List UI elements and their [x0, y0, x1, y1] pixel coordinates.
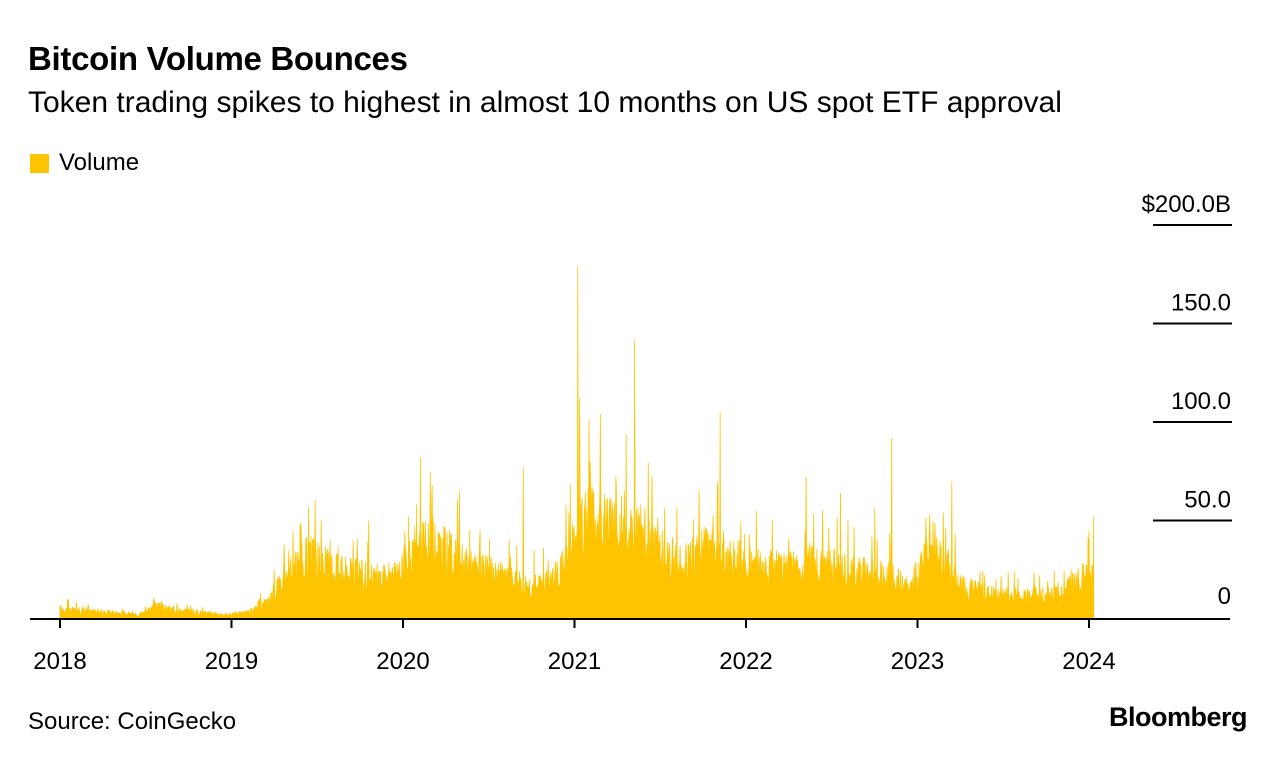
y-tick-label: 150.0 [1171, 290, 1231, 317]
x-tick-label: 2023 [891, 648, 944, 675]
y-tick-label: $200.0B [1142, 191, 1231, 218]
legend: Volume [30, 149, 139, 177]
x-tick-label: 2024 [1062, 648, 1115, 675]
x-tick-label: 2019 [205, 648, 258, 675]
y-tick-label: 0 [1218, 583, 1231, 610]
x-tick-label: 2018 [33, 648, 86, 675]
chart-subtitle: Token trading spikes to highest in almos… [28, 86, 1062, 119]
y-tick-label: 100.0 [1171, 388, 1231, 415]
source-note: Source: CoinGecko [28, 708, 237, 735]
volume-area [59, 266, 1095, 620]
chart-title: Bitcoin Volume Bounces [28, 40, 408, 77]
bloomberg-logo: Bloomberg [1108, 702, 1248, 732]
y-tick-label: 50.0 [1184, 487, 1231, 514]
legend-swatch [30, 153, 49, 173]
legend-label: Volume [59, 149, 140, 176]
x-tick-label: 2022 [719, 648, 772, 675]
x-tick-label: 2020 [376, 648, 429, 675]
x-tick-label: 2021 [548, 648, 601, 675]
